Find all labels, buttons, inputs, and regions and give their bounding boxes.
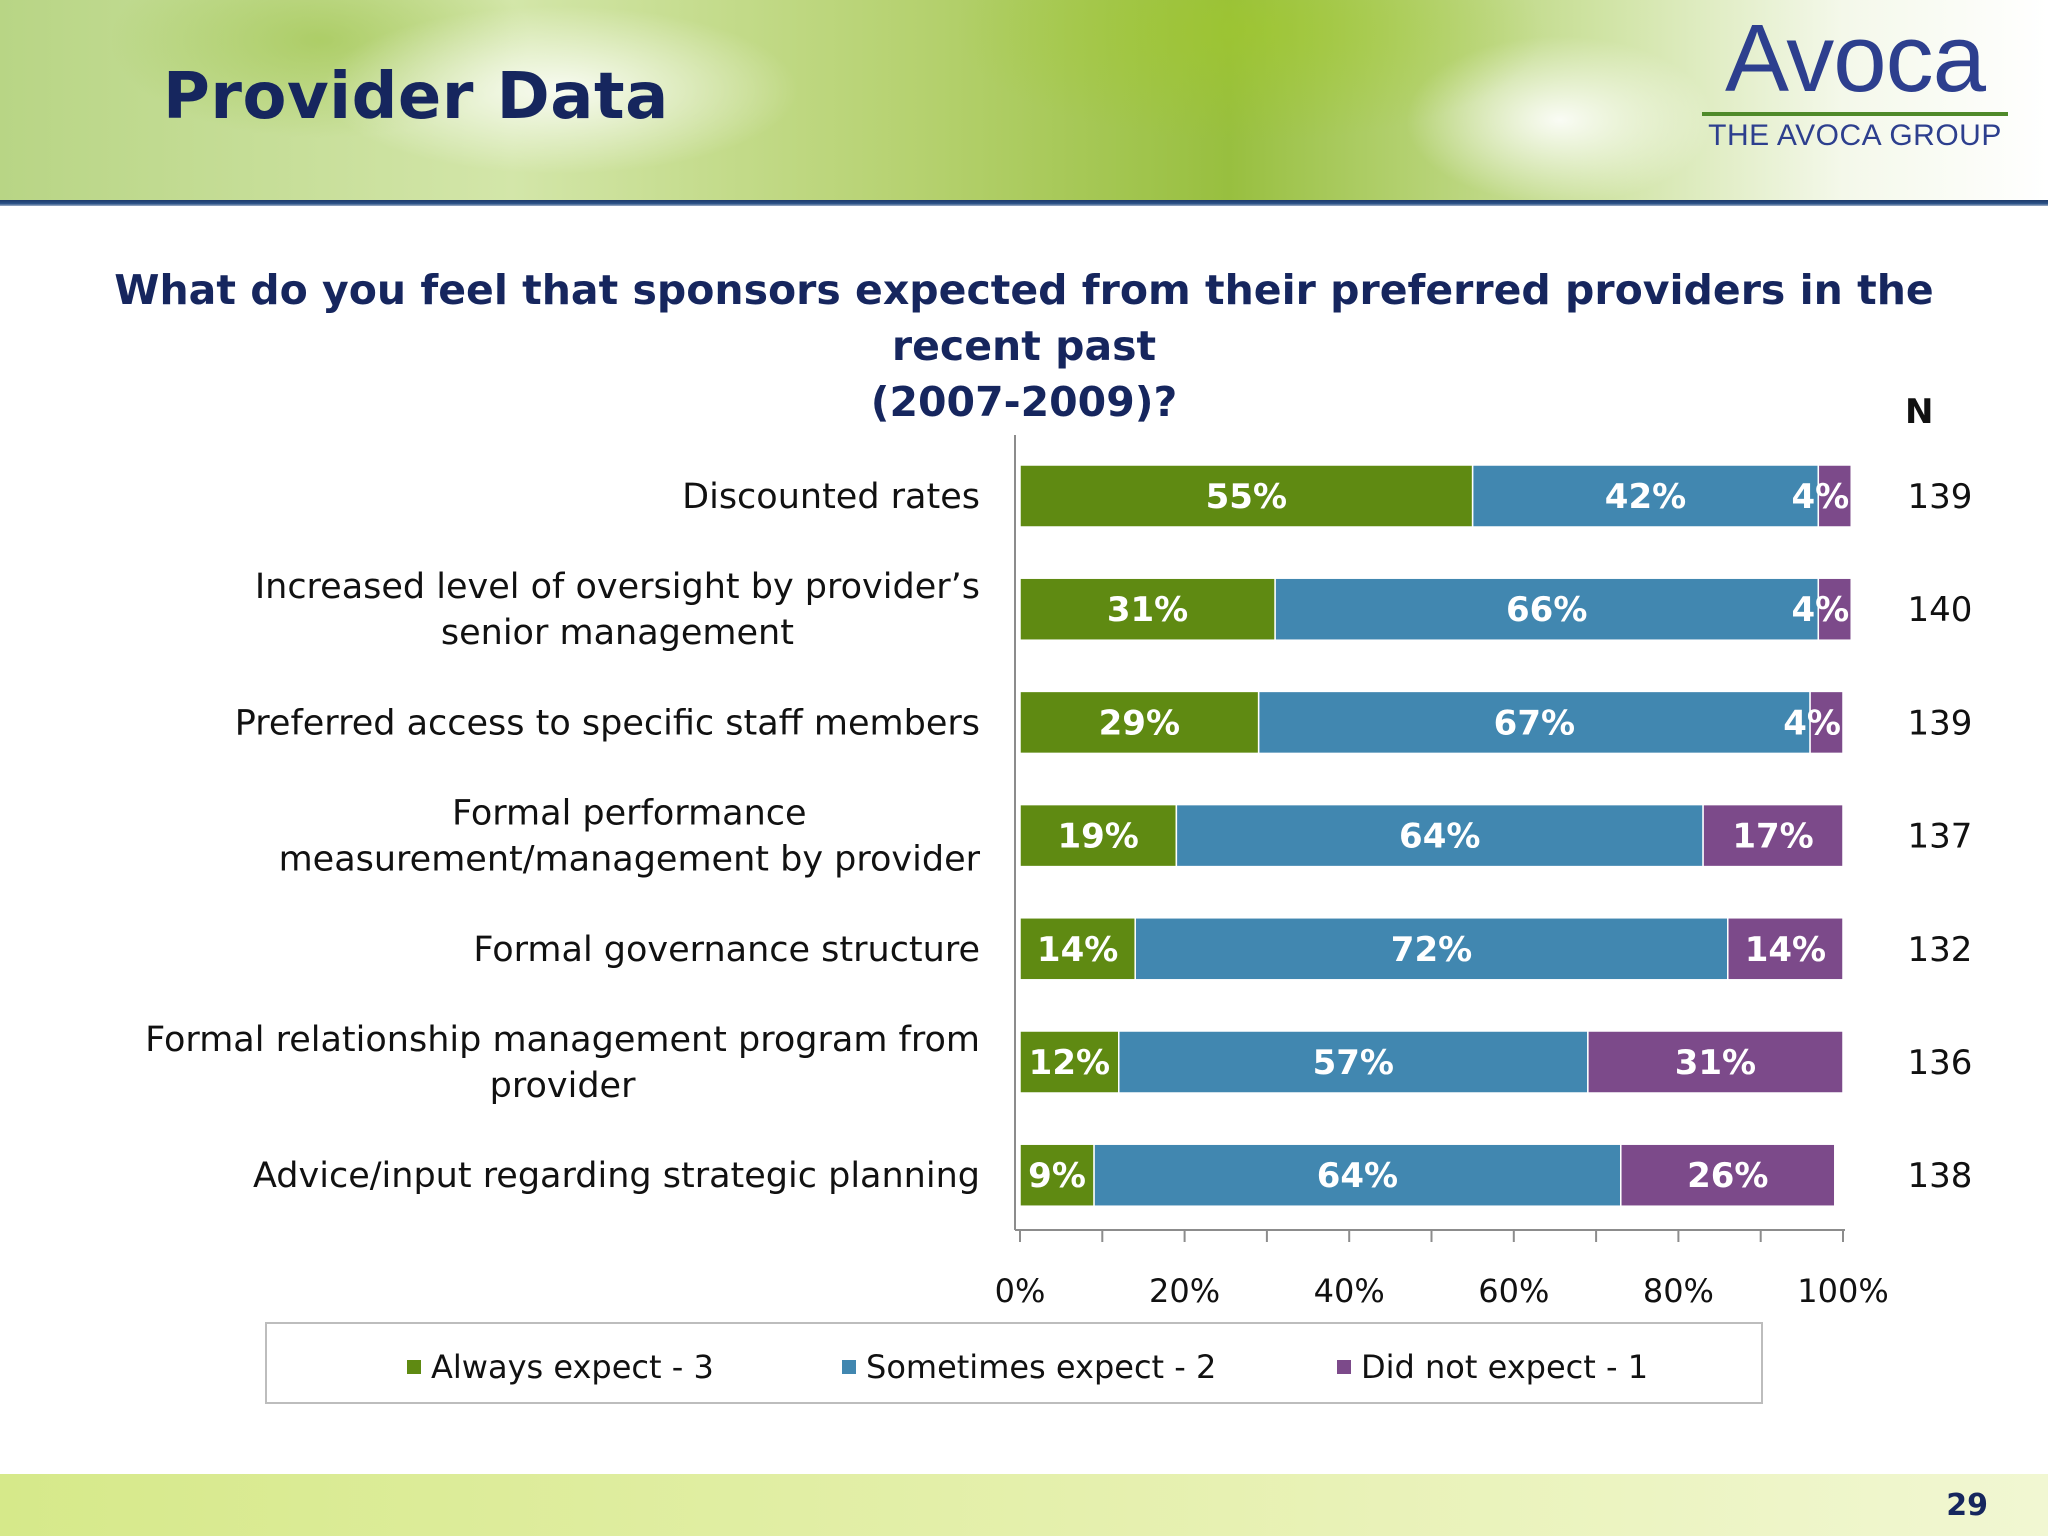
bar-value-label: 19% [1057,817,1138,857]
n-value: 140 [1908,590,1973,630]
bar-value-label: 4% [1783,703,1841,743]
bar-not [1817,464,1852,528]
bar-value-label: 14% [1037,930,1118,970]
bar-sometimes [1471,464,1820,528]
category-label: Advice/input regarding strategic plannin… [253,1156,980,1196]
category-label: provider [490,1066,636,1106]
legend-item-not: Did not expect - 1 [1337,1348,1649,1386]
bar-value-label: 31% [1107,590,1188,630]
category-label: senior management [441,613,794,653]
n-value: 137 [1908,817,1973,857]
stacked-bar-chart: 0% 20% 40% 60% 80% 100% Discounted rates 55% 42%… [145,435,1973,1310]
bar-always [1019,1030,1120,1094]
bar-always [1019,917,1136,981]
bar-value-label: 67% [1494,703,1575,743]
bar-not [1727,917,1844,981]
bar-value-label: 72% [1391,930,1472,970]
category-label: Preferred access to specific staff membe… [235,703,980,743]
legend-item-always: Always expect - 3 [407,1348,714,1386]
legend-swatch-always [407,1360,421,1374]
footer-bar [0,1474,2048,1536]
legend-label-not: Did not expect - 1 [1361,1348,1649,1386]
bar-sometimes [1134,917,1729,981]
x-tick-label: 100% [1797,1272,1888,1310]
x-tick-label: 40% [1314,1272,1385,1310]
bar-always [1019,464,1474,528]
bar-value-label: 64% [1317,1156,1398,1196]
chart-legend: Always expect - 3 Sometimes expect - 2 D… [265,1322,1763,1404]
x-tick-label: 20% [1149,1272,1220,1310]
bar-value-label: 29% [1099,703,1180,743]
bar-not [1702,803,1844,868]
bar-value-label: 55% [1206,477,1287,517]
legend-swatch-not [1337,1360,1351,1374]
bar-value-label: 66% [1506,590,1587,630]
bar-always [1019,803,1178,868]
category-label: Formal governance structure [473,930,980,970]
x-tick-label: 80% [1643,1272,1714,1310]
logo-subtitle: THE AVOCA GROUP [1708,119,2002,152]
page-number: 29 [1946,1488,1988,1523]
category-label: measurement/management by provider [279,840,981,880]
bar-sometimes [1175,803,1704,868]
n-value: 136 [1908,1043,1973,1083]
bar-sometimes [1118,1030,1589,1094]
bar-value-label: 17% [1732,817,1813,857]
legend-label-always: Always expect - 3 [431,1348,714,1386]
bar-not [1817,577,1852,641]
n-value: 139 [1908,477,1973,517]
category-label: Discounted rates [682,477,980,517]
x-tick-label: 60% [1478,1272,1549,1310]
page-title: Provider Data [163,60,669,134]
logo-underline [1702,112,2008,116]
bar-value-label: 4% [1791,590,1849,630]
bar-sometimes [1257,690,1811,755]
question-line-1: What do you feel that sponsors expected … [114,266,1934,370]
bar-value-label: 12% [1029,1043,1110,1083]
bar-sometimes [1274,577,1820,641]
bar-value-label: 64% [1399,817,1480,857]
category-label: Increased level of oversight by provider… [255,567,980,607]
n-column-header: N [1905,392,1934,432]
bar-value-label: 26% [1687,1156,1768,1196]
bar-value-label: 57% [1313,1043,1394,1083]
n-value: 132 [1908,930,1973,970]
bar-always [1019,690,1260,755]
category-label: Formal performance [452,794,807,834]
bar-not [1809,690,1844,755]
logo-wordmark: Avoca [1724,5,1986,112]
x-tick-label: 0% [995,1272,1046,1310]
legend-item-sometimes: Sometimes expect - 2 [842,1348,1217,1386]
bar-not [1587,1030,1844,1094]
question-line-2: (2007-2009)? [870,378,1178,426]
category-label: Formal relationship management program f… [145,1020,980,1060]
bar-always [1019,577,1276,641]
header-rule [0,200,2048,206]
n-value: 138 [1908,1156,1973,1196]
bar-value-label: 31% [1675,1043,1756,1083]
header-banner [0,0,2048,200]
legend-swatch-sometimes [842,1360,856,1374]
bar-value-label: 42% [1605,477,1686,517]
chart-question: What do you feel that sponsors expected … [40,262,2008,430]
bar-value-label: 14% [1745,930,1826,970]
bar-value-label: 9% [1028,1156,1086,1196]
bar-value-label: 4% [1791,477,1849,517]
legend-label-sometimes: Sometimes expect - 2 [866,1348,1217,1386]
bar-not [1620,1143,1836,1207]
n-value: 139 [1908,703,1973,743]
